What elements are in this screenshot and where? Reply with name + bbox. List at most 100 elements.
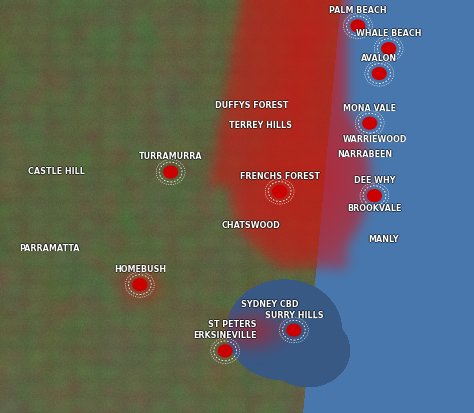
Text: CHATSWOOD: CHATSWOOD (222, 220, 281, 229)
Text: BROOKVALE: BROOKVALE (347, 204, 401, 213)
Text: BROOKVALE: BROOKVALE (348, 204, 402, 213)
Text: FRENCHS FOREST: FRENCHS FOREST (241, 171, 320, 180)
Text: BROOKVALE: BROOKVALE (347, 203, 401, 212)
Text: TERREY HILLS: TERREY HILLS (228, 121, 291, 130)
Text: TURRAMURRA: TURRAMURRA (138, 152, 201, 161)
Text: CHATSWOOD: CHATSWOOD (223, 220, 282, 229)
Text: CASTLE HILL: CASTLE HILL (28, 166, 85, 175)
Circle shape (286, 324, 301, 337)
Text: PARRAMATTA: PARRAMATTA (18, 243, 79, 252)
Circle shape (372, 68, 387, 81)
Text: DUFFYS FOREST: DUFFYS FOREST (215, 101, 288, 110)
Text: ERKSINEVILLE: ERKSINEVILLE (193, 331, 257, 340)
Text: DEE WHY: DEE WHY (354, 175, 395, 184)
Text: HOMEBUSH: HOMEBUSH (114, 264, 166, 273)
Text: PALM BEACH: PALM BEACH (329, 6, 387, 15)
Text: TERREY HILLS: TERREY HILLS (229, 121, 292, 130)
Text: CHATSWOOD: CHATSWOOD (221, 220, 280, 229)
Text: MANLY: MANLY (369, 234, 399, 243)
Text: WARRIEWOOD: WARRIEWOOD (342, 135, 407, 144)
Text: SYDNEY CBD: SYDNEY CBD (241, 300, 299, 309)
Text: WARRIEWOOD: WARRIEWOOD (343, 134, 408, 143)
Text: ST PETERS: ST PETERS (209, 319, 257, 328)
Text: MONA VALE: MONA VALE (344, 103, 397, 112)
Text: ST PETERS: ST PETERS (208, 320, 256, 329)
Text: SURRY HILLS: SURRY HILLS (264, 310, 322, 319)
Circle shape (163, 166, 178, 179)
Text: ERKSINEVILLE: ERKSINEVILLE (192, 330, 256, 339)
Text: SYDNEY CBD: SYDNEY CBD (241, 299, 299, 308)
Text: ERKSINEVILLE: ERKSINEVILLE (194, 330, 258, 339)
Text: WHALE BEACH: WHALE BEACH (356, 29, 421, 38)
Text: MANLY: MANLY (369, 235, 399, 244)
Text: TURRAMURRA: TURRAMURRA (139, 153, 202, 162)
Text: SYDNEY CBD: SYDNEY CBD (242, 299, 300, 309)
Text: PARRAMATTA: PARRAMATTA (19, 244, 80, 253)
Text: AVALON: AVALON (361, 55, 397, 64)
Text: MONA VALE: MONA VALE (342, 103, 395, 112)
Text: WHALE BEACH: WHALE BEACH (355, 29, 420, 38)
Text: DUFFYS FOREST: DUFFYS FOREST (216, 100, 289, 109)
Text: SYDNEY CBD: SYDNEY CBD (241, 299, 299, 309)
Circle shape (218, 344, 233, 358)
Text: WHALE BEACH: WHALE BEACH (357, 29, 422, 38)
Text: SURRY HILLS: SURRY HILLS (264, 311, 323, 320)
Text: FRENCHS FOREST: FRENCHS FOREST (239, 171, 319, 180)
Text: WARRIEWOOD: WARRIEWOOD (342, 134, 407, 143)
Text: DUFFYS FOREST: DUFFYS FOREST (215, 100, 288, 109)
Text: TURRAMURRA: TURRAMURRA (139, 151, 202, 160)
Text: PARRAMATTA: PARRAMATTA (19, 243, 80, 252)
Circle shape (367, 190, 382, 203)
Text: NARRABEEN: NARRABEEN (337, 149, 392, 158)
Text: SURRY HILLS: SURRY HILLS (264, 310, 323, 319)
Circle shape (362, 117, 377, 131)
Text: TERREY HILLS: TERREY HILLS (229, 122, 292, 131)
Text: ST PETERS: ST PETERS (207, 319, 255, 328)
Text: PARRAMATTA: PARRAMATTA (20, 243, 81, 252)
Circle shape (350, 20, 365, 33)
Text: NARRABEEN: NARRABEEN (338, 149, 393, 158)
Text: PARRAMATTA: PARRAMATTA (19, 242, 80, 251)
Text: MANLY: MANLY (369, 235, 399, 244)
Text: TERREY HILLS: TERREY HILLS (229, 120, 292, 129)
Text: MONA VALE: MONA VALE (343, 103, 396, 112)
Text: HOMEBUSH: HOMEBUSH (114, 265, 166, 274)
Text: SURRY HILLS: SURRY HILLS (265, 310, 324, 319)
Text: AVALON: AVALON (360, 54, 396, 63)
Text: CHATSWOOD: CHATSWOOD (222, 219, 281, 228)
Text: DUFFYS FOREST: DUFFYS FOREST (215, 100, 288, 109)
Text: TURRAMURRA: TURRAMURRA (139, 152, 202, 161)
Text: WARRIEWOOD: WARRIEWOOD (341, 134, 406, 143)
Text: MANLY: MANLY (370, 235, 400, 244)
Text: DEE WHY: DEE WHY (354, 176, 395, 185)
Text: HOMEBUSH: HOMEBUSH (115, 264, 167, 273)
Text: HOMEBUSH: HOMEBUSH (114, 263, 166, 273)
Text: MONA VALE: MONA VALE (343, 104, 396, 113)
Text: TERREY HILLS: TERREY HILLS (230, 121, 293, 130)
Text: PALM BEACH: PALM BEACH (330, 6, 388, 15)
Text: NARRABEEN: NARRABEEN (337, 148, 392, 157)
Text: PALM BEACH: PALM BEACH (328, 6, 386, 15)
Text: AVALON: AVALON (362, 54, 398, 63)
Text: SURRY HILLS: SURRY HILLS (264, 309, 323, 318)
Text: HOMEBUSH: HOMEBUSH (113, 264, 165, 273)
Text: WHALE BEACH: WHALE BEACH (356, 28, 421, 37)
Text: MONA VALE: MONA VALE (343, 102, 396, 112)
Text: NARRABEEN: NARRABEEN (337, 149, 392, 158)
Text: FRENCHS FOREST: FRENCHS FOREST (240, 171, 319, 180)
Text: MANLY: MANLY (368, 235, 398, 244)
Text: TURRAMURRA: TURRAMURRA (140, 152, 203, 161)
Text: CASTLE HILL: CASTLE HILL (28, 166, 85, 176)
Text: WARRIEWOOD: WARRIEWOOD (342, 133, 407, 142)
Text: CASTLE HILL: CASTLE HILL (29, 166, 86, 176)
Text: CHATSWOOD: CHATSWOOD (222, 221, 281, 230)
Text: ERKSINEVILLE: ERKSINEVILLE (193, 330, 257, 339)
Text: FRENCHS FOREST: FRENCHS FOREST (240, 171, 319, 180)
Circle shape (381, 43, 396, 56)
Text: CASTLE HILL: CASTLE HILL (27, 166, 84, 176)
Text: DEE WHY: DEE WHY (355, 176, 396, 185)
Text: ST PETERS: ST PETERS (208, 318, 256, 328)
Text: BROOKVALE: BROOKVALE (346, 204, 401, 213)
Text: PALM BEACH: PALM BEACH (329, 5, 387, 14)
Text: AVALON: AVALON (361, 54, 397, 63)
